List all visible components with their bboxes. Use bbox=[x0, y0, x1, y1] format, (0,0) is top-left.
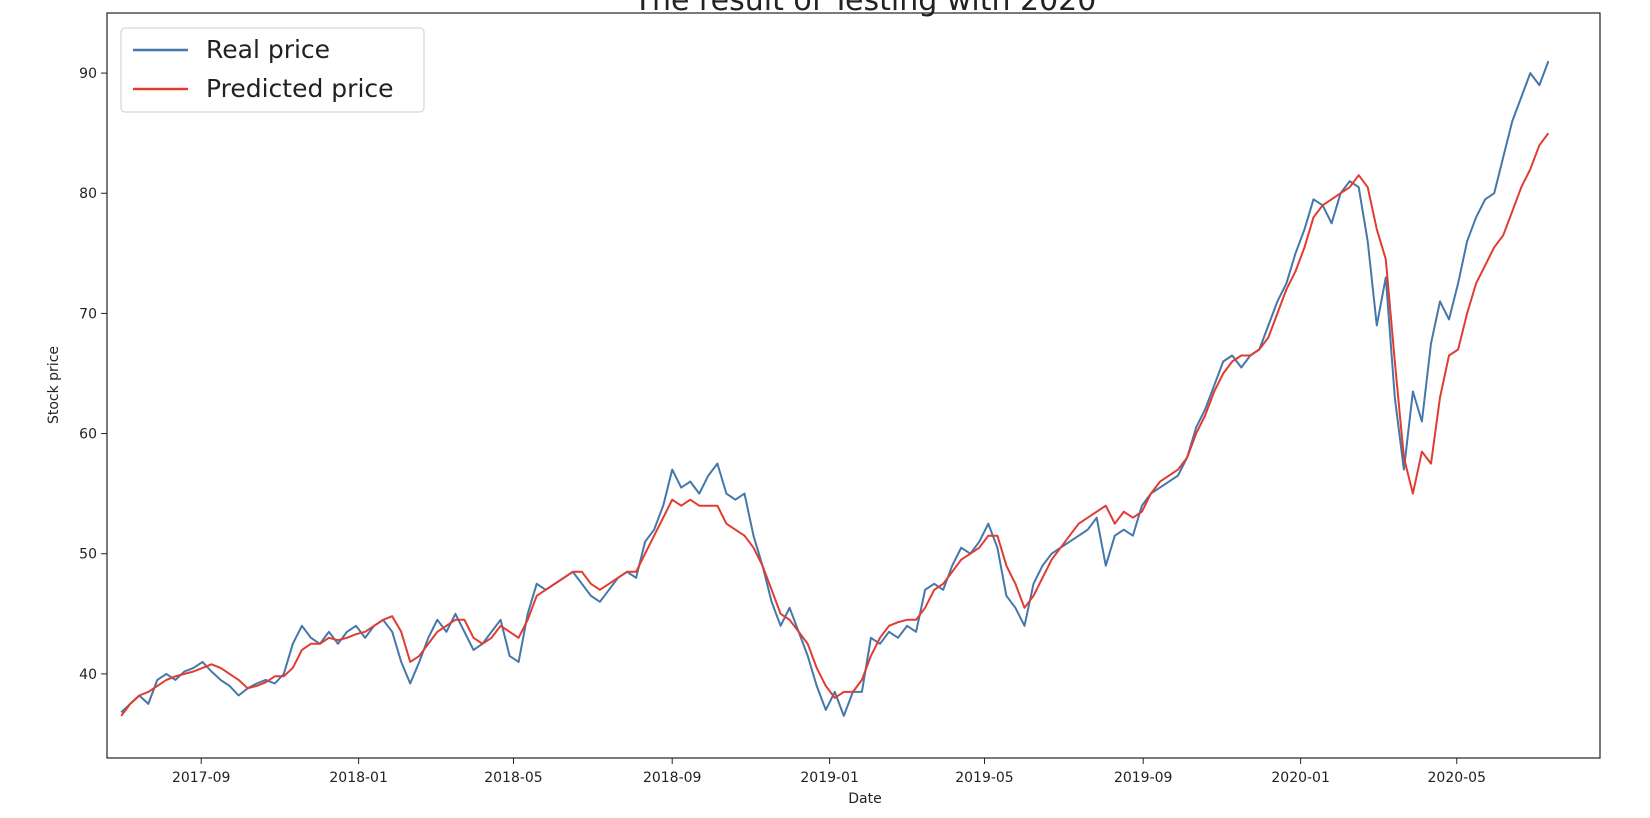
y-tick-label: 50 bbox=[79, 547, 97, 563]
y-tick-label: 60 bbox=[79, 427, 97, 443]
x-tick-label: 2017-09 bbox=[172, 770, 231, 786]
x-tick-label: 2019-01 bbox=[800, 770, 859, 786]
y-tick-label: 80 bbox=[79, 186, 97, 202]
legend-label-real-price: Real price bbox=[206, 35, 330, 64]
x-tick-label: 2018-01 bbox=[329, 770, 388, 786]
legend-label-predicted-price: Predicted price bbox=[206, 74, 394, 103]
x-tick-label: 2019-05 bbox=[955, 770, 1014, 786]
plot-area bbox=[120, 60, 1550, 717]
x-tick-label: 2018-09 bbox=[643, 770, 702, 786]
y-tick-label: 90 bbox=[79, 66, 97, 82]
x-axis: 2017-09 2018-01 2018-05 2018-09 2019-01 2019-… bbox=[172, 758, 1486, 786]
series-line-predicted-price bbox=[120, 132, 1550, 717]
x-tick-label: 2020-01 bbox=[1271, 770, 1330, 786]
y-axis: 40 50 60 70 80 90 bbox=[79, 66, 107, 683]
y-axis-label: Stock price bbox=[46, 346, 62, 424]
axes-frame bbox=[106, 12, 1601, 759]
x-tick-label: 2019-09 bbox=[1114, 770, 1173, 786]
legend: Real price Predicted price bbox=[120, 27, 425, 113]
x-tick-label: 2018-05 bbox=[484, 770, 543, 786]
chart-title: The result of Testing with 2020 bbox=[633, 0, 1097, 18]
series-line-real-price bbox=[120, 60, 1550, 717]
legend-box bbox=[120, 27, 425, 113]
y-tick-label: 70 bbox=[79, 306, 97, 322]
y-tick-label: 40 bbox=[79, 667, 97, 683]
x-axis-label: Date bbox=[848, 791, 881, 807]
x-tick-label: 2020-05 bbox=[1428, 770, 1487, 786]
